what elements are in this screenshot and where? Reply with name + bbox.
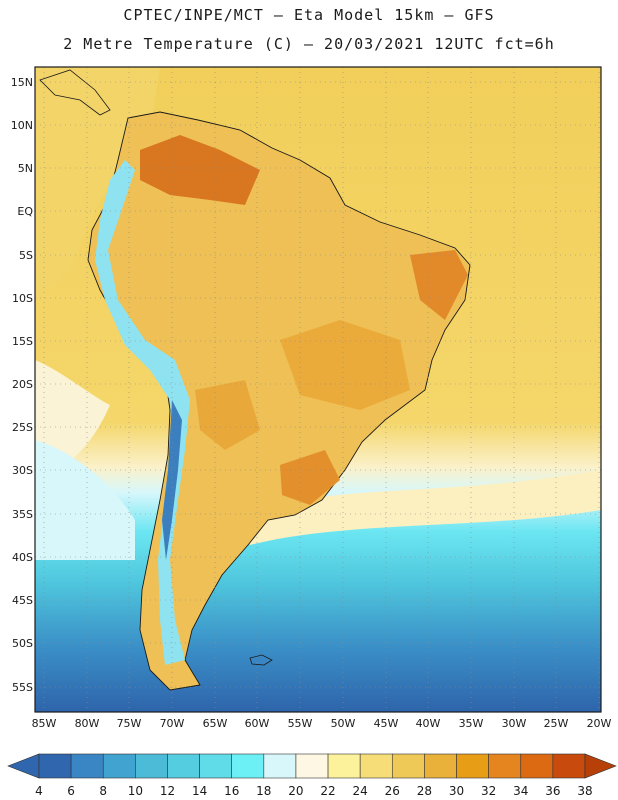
colorbar-tick-label: 24 bbox=[353, 784, 368, 798]
colorbar: 4 6 8 10 12 14 16 18 20 22 24 26 28 30 32 34 36 38 bbox=[7, 753, 617, 798]
colorbar-swatch bbox=[424, 753, 457, 779]
lon-label: 75W bbox=[117, 717, 142, 730]
colorbar-tick-label: 26 bbox=[385, 784, 400, 798]
lon-label: 50W bbox=[331, 717, 356, 730]
colorbar-swatch bbox=[456, 753, 489, 779]
colorbar-tick-label: 12 bbox=[160, 784, 175, 798]
lon-label: 80W bbox=[75, 717, 100, 730]
colorbar-swatch bbox=[359, 753, 393, 779]
colorbar-tick-label: 30 bbox=[449, 784, 464, 798]
colorbar-swatch bbox=[38, 753, 72, 779]
northeast-hot-spot bbox=[410, 250, 468, 320]
atlantic-light-band bbox=[230, 470, 601, 545]
lon-label: 40W bbox=[416, 717, 441, 730]
colorbar-tick-label: 4 bbox=[35, 784, 43, 798]
falkland-islands bbox=[249, 654, 273, 666]
lon-label: 20W bbox=[587, 717, 612, 730]
colorbar-swatch bbox=[295, 753, 329, 779]
colorbar-tick-label: 34 bbox=[513, 784, 528, 798]
colorbar-swatch bbox=[263, 753, 297, 779]
colorbar-swatch bbox=[552, 753, 586, 779]
lon-label: 45W bbox=[374, 717, 399, 730]
colorbar-tick-label: 10 bbox=[128, 784, 143, 798]
colorbar-tick-label: 8 bbox=[99, 784, 107, 798]
lon-label: 60W bbox=[245, 717, 270, 730]
lat-label: 5S bbox=[19, 249, 33, 262]
map-title: CPTEC/INPE/MCT – Eta Model 15km – GFS bbox=[123, 6, 495, 24]
lat-label: 55S bbox=[12, 681, 33, 694]
lat-label: 25S bbox=[12, 421, 33, 434]
lon-label: 55W bbox=[288, 717, 313, 730]
colorbar-swatch bbox=[520, 753, 554, 779]
colorbar-tick-label: 22 bbox=[320, 784, 335, 798]
lat-label: 15N bbox=[11, 76, 33, 89]
colorbar-tick-label: 18 bbox=[256, 784, 271, 798]
colorbar-swatch bbox=[70, 753, 104, 779]
lat-label: 10S bbox=[12, 292, 33, 305]
colorbar-tick-label: 16 bbox=[224, 784, 239, 798]
colorbar-swatch bbox=[135, 753, 168, 779]
lat-label: 45S bbox=[12, 594, 33, 607]
chaco-warm-patch bbox=[195, 380, 260, 450]
latitude-axis: 15N 10N 5N EQ 5S 10S 15S 20S 25S 30S 35S… bbox=[11, 76, 34, 694]
lat-label: 30S bbox=[12, 464, 33, 477]
colorbar-swatch bbox=[199, 753, 233, 779]
lon-label: 85W bbox=[32, 717, 57, 730]
andes-coldest-core bbox=[162, 400, 182, 560]
colorbar-tick-label: 32 bbox=[481, 784, 496, 798]
lon-label: 70W bbox=[160, 717, 185, 730]
colorbar-tick-label: 36 bbox=[545, 784, 560, 798]
colorbar-swatch bbox=[488, 753, 522, 779]
longitude-axis: 85W 80W 75W 70W 65W 60W 55W 50W 45W 40W … bbox=[32, 717, 612, 730]
lat-label: 15S bbox=[12, 335, 33, 348]
colorbar-tick-label: 14 bbox=[192, 784, 207, 798]
lat-label: 10N bbox=[11, 119, 33, 132]
lon-label: 25W bbox=[544, 717, 569, 730]
map-subtitle: 2 Metre Temperature (C) – 20/03/2021 12U… bbox=[63, 35, 555, 53]
lat-label: 50S bbox=[12, 637, 33, 650]
lon-label: 65W bbox=[203, 717, 228, 730]
colorbar-swatch bbox=[102, 753, 136, 779]
lat-label: 35S bbox=[12, 508, 33, 521]
lat-label: 20S bbox=[12, 378, 33, 391]
south-warm-patch bbox=[280, 450, 340, 505]
colorbar-left-arrow bbox=[7, 753, 40, 779]
colorbar-swatch bbox=[327, 753, 361, 779]
caribbean-coast bbox=[39, 69, 111, 116]
colorbar-tick-label: 6 bbox=[67, 784, 75, 798]
colorbar-tick-label: 28 bbox=[417, 784, 432, 798]
colorbar-swatch bbox=[391, 753, 425, 779]
amazon-hot-spot bbox=[140, 135, 260, 205]
lon-label: 35W bbox=[459, 717, 484, 730]
colorbar-tick-label: 38 bbox=[577, 784, 592, 798]
lat-label: 40S bbox=[12, 551, 33, 564]
center-warm-patch bbox=[280, 320, 410, 410]
map-frame bbox=[34, 66, 602, 713]
colorbar-swatch bbox=[167, 753, 200, 779]
lon-label: 30W bbox=[502, 717, 527, 730]
colorbar-right-arrow bbox=[584, 753, 617, 779]
colorbar-swatch bbox=[231, 753, 265, 779]
lat-label: 5N bbox=[18, 162, 33, 175]
lat-label: EQ bbox=[17, 205, 33, 218]
colorbar-tick-label: 20 bbox=[288, 784, 303, 798]
